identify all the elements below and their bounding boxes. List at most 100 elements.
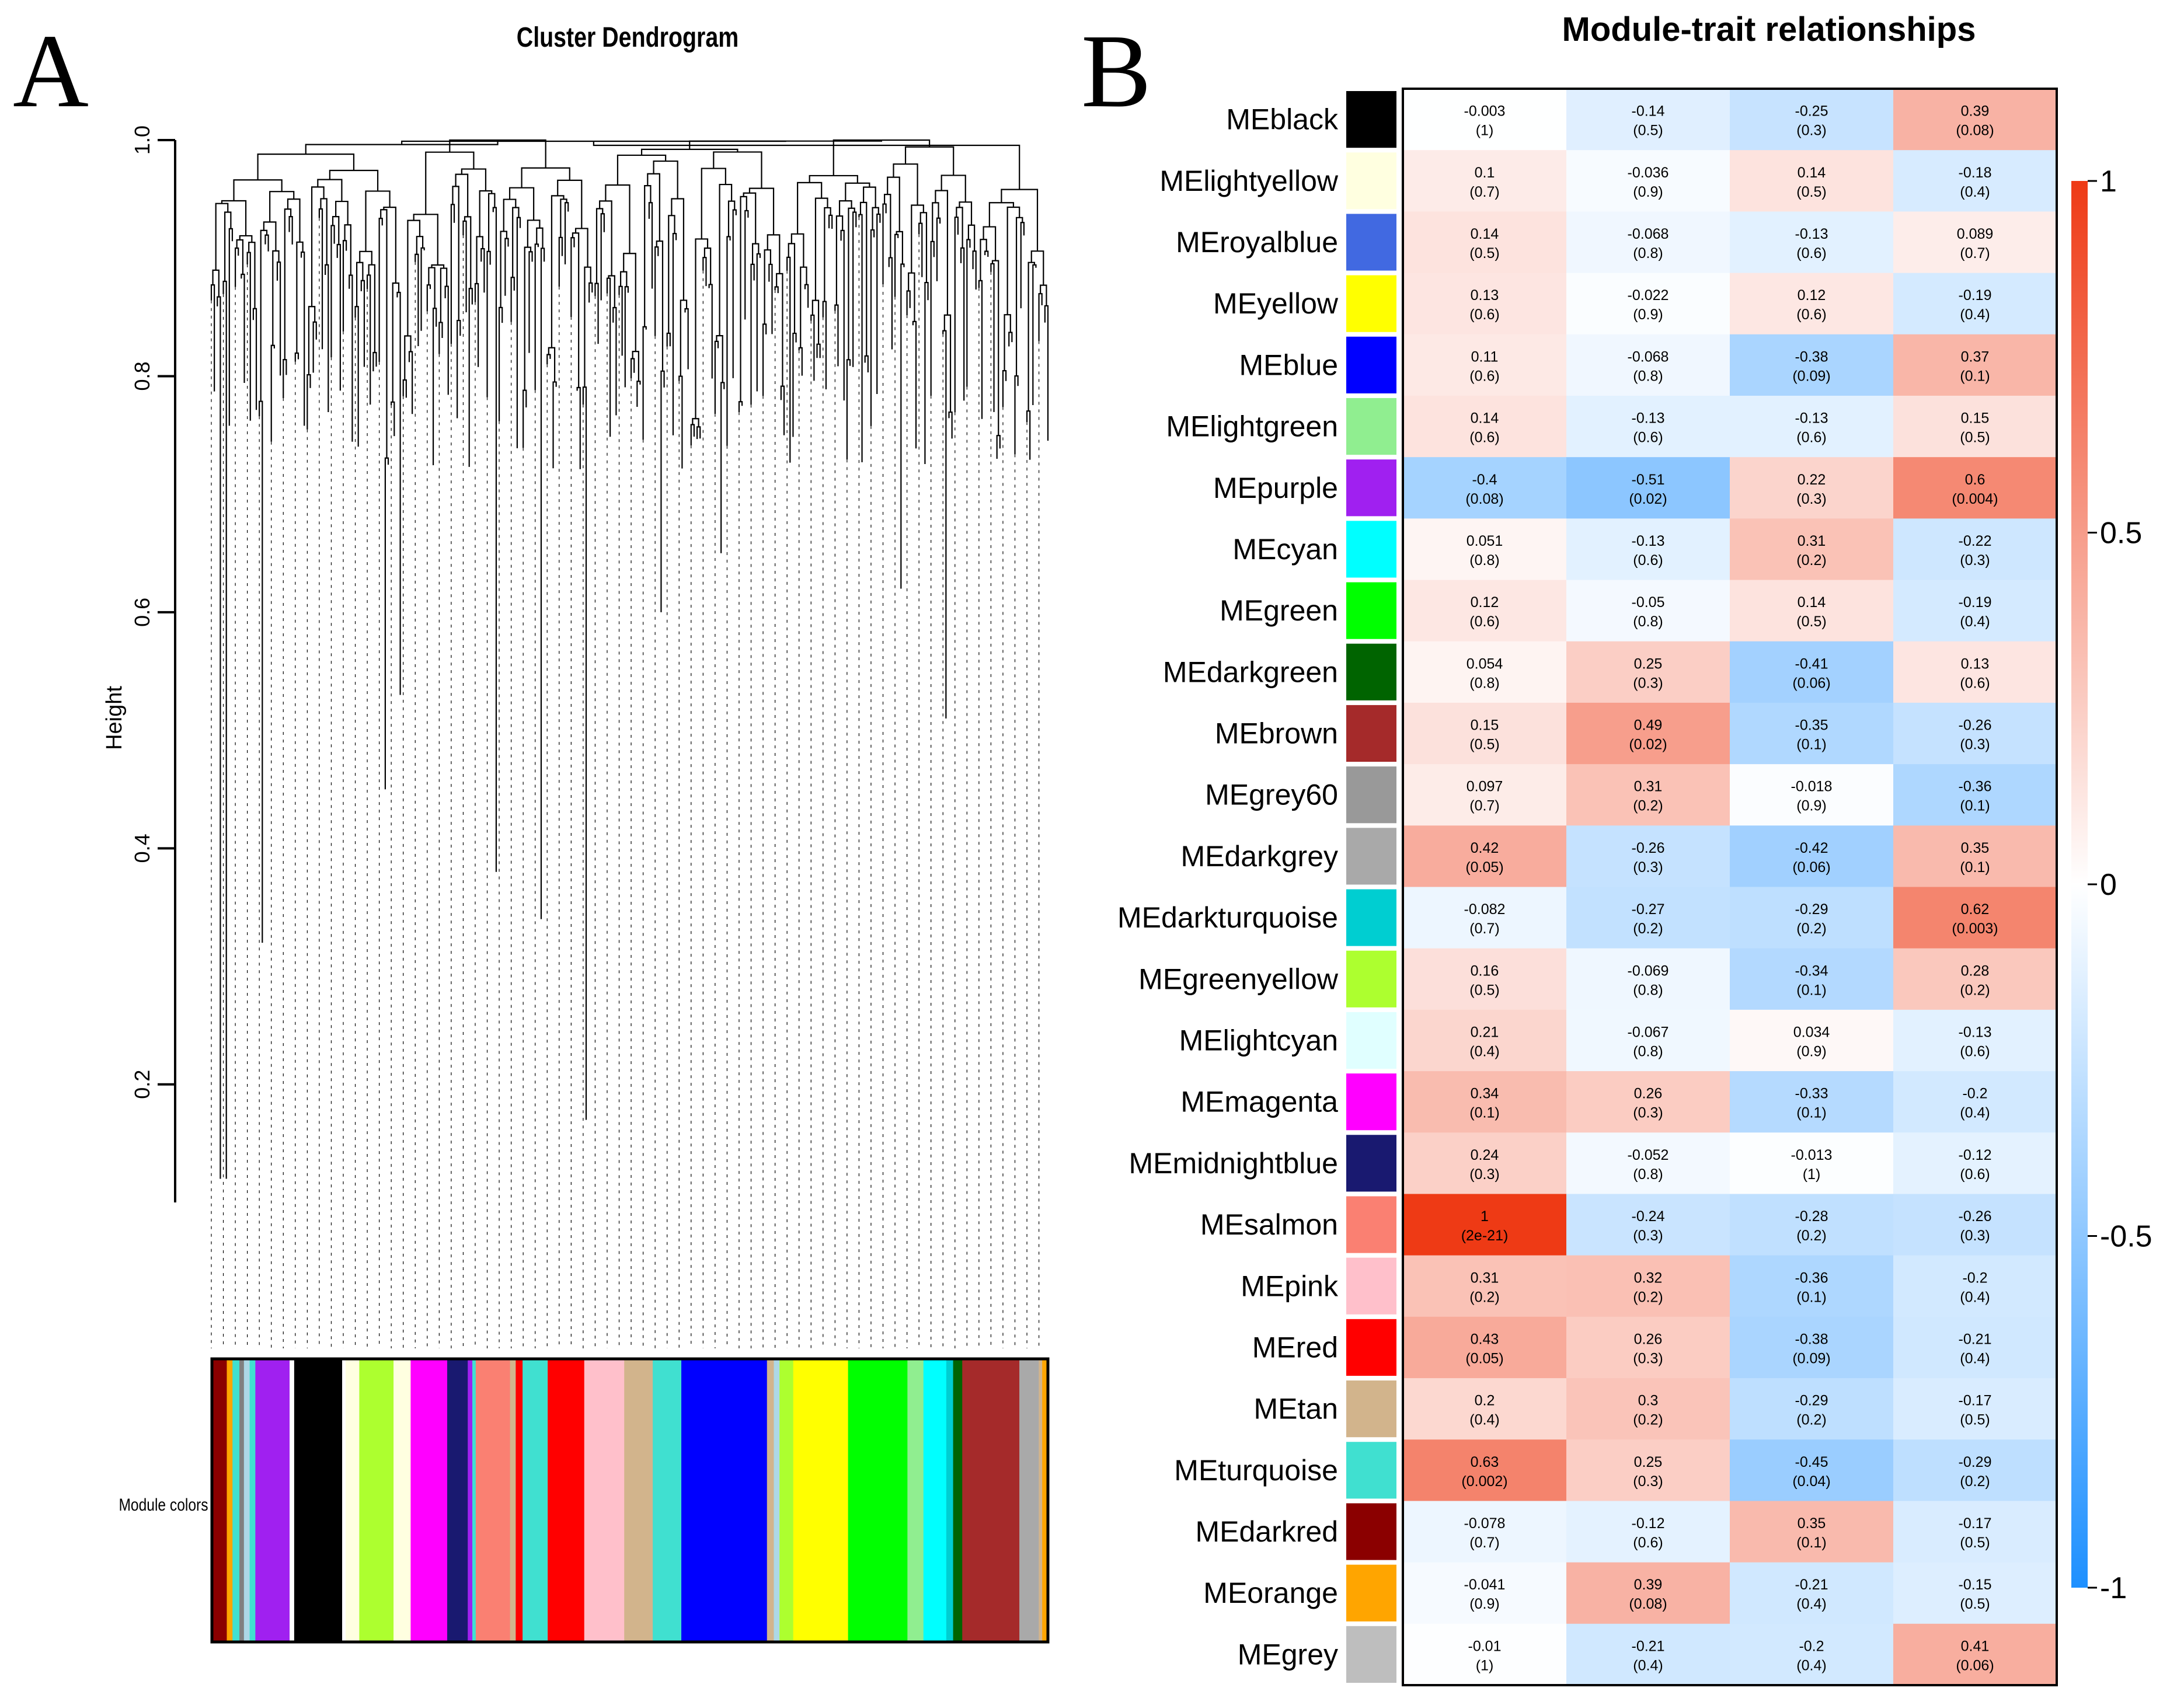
dendrogram-y-ticks: 0.2 0.4 0.6 0.8 1.0 — [130, 125, 175, 1099]
heatmap-cell — [1566, 273, 1730, 335]
panel-a-letter: A — [13, 13, 89, 129]
dendrogram-y-tick-label: 0.2 — [130, 1070, 154, 1099]
dendrogram-branch — [956, 207, 963, 248]
dendrogram-branch — [317, 179, 343, 202]
heatmap-cell-pvalue: (0.1) — [1796, 1289, 1826, 1305]
module-row-label: MElightyellow — [1159, 165, 1339, 197]
heatmap-row: MEpink 0.31 (0.2) 0.32 (0.2) -0.36 (0.1) -0.2 (0… — [1241, 1255, 2057, 1317]
dendrogram-branch — [588, 282, 593, 303]
heatmap-cell-pvalue: (0.6) — [1960, 675, 1990, 691]
dendrogram-branch — [941, 175, 966, 203]
dendrogram-branch — [906, 290, 911, 315]
dendrogram-branch — [215, 203, 229, 270]
heatmap-cell-pvalue: (0.8) — [1633, 1166, 1663, 1183]
module-color-swatch — [1346, 1442, 1396, 1499]
heatmap-cell — [1566, 1071, 1730, 1133]
dendrogram-branch — [457, 319, 461, 419]
dendrogram-branch — [248, 242, 256, 309]
module-color-band — [962, 1360, 1020, 1641]
heatmap-cell-correlation: 0.39 — [1961, 103, 1990, 120]
heatmap-cell-pvalue: (0.3) — [1796, 123, 1826, 139]
heatmap-cell-pvalue: (0.6) — [1469, 430, 1499, 446]
dendrogram-branch — [444, 285, 449, 395]
dendrogram-branch — [863, 186, 876, 208]
dendrogram-branch — [276, 261, 281, 376]
heatmap-cell-correlation: -0.068 — [1628, 226, 1669, 242]
dendrogram-branch — [640, 148, 739, 155]
module-color-band — [510, 1360, 516, 1641]
dendrogram-branch — [552, 381, 557, 469]
module-color-bar — [213, 1360, 1047, 1641]
module-color-swatch — [1346, 1257, 1396, 1315]
dendrogram-branch — [378, 218, 383, 362]
heatmap-cell-pvalue: (0.2) — [1633, 798, 1663, 814]
heatmap-cell-correlation: -0.13 — [1795, 410, 1828, 427]
heatmap-cell-pvalue: (0.6) — [1469, 368, 1499, 384]
heatmap-cell-pvalue: (0.05) — [1465, 859, 1503, 876]
heatmap-cell-correlation: 0.034 — [1793, 1024, 1830, 1040]
heatmap-cell-pvalue: (0.2) — [1796, 921, 1826, 937]
heatmap-cell-pvalue: (0.3) — [1633, 1228, 1663, 1244]
heatmap-cell-pvalue: (0.09) — [1792, 368, 1830, 384]
dendrogram-branch — [414, 253, 419, 346]
dendrogram-branch — [1014, 375, 1019, 455]
dendrogram-branch — [804, 284, 809, 308]
dendrogram-branch — [512, 207, 520, 278]
heatmap-cell-correlation: -0.068 — [1628, 348, 1669, 365]
dendrogram-branch — [510, 277, 515, 322]
heatmap-cell-pvalue: (0.1) — [1469, 1105, 1499, 1121]
heatmap-cell — [1566, 457, 1730, 519]
heatmap-cell-pvalue: (0.5) — [1469, 982, 1499, 998]
dendrogram-branch — [624, 286, 629, 388]
dendrogram-branch — [912, 320, 917, 449]
dendrogram-branch — [572, 232, 580, 388]
heatmap-row: MEbrown 0.15 (0.5) 0.49 (0.02) -0.35 (0.1) -0.2… — [1215, 702, 2057, 765]
dendrogram-branch — [503, 198, 517, 232]
heatmap-cell-correlation: 0.2 — [1475, 1393, 1495, 1409]
panel-a: A Cluster Dendrogram 0.2 0.4 0.6 0.8 1.0 Hei… — [13, 13, 1050, 1644]
module-color-band — [1019, 1360, 1039, 1641]
heatmap-row: MEdarkgrey 0.42 (0.05) -0.26 (0.3) -0.42 (0.06… — [1180, 825, 2057, 887]
module-color-swatch — [1346, 582, 1396, 639]
heatmap-row: MEmagenta 0.34 (0.1) 0.26 (0.3) -0.33 (0.1) -0.… — [1180, 1071, 2057, 1133]
heatmap-cell — [1893, 580, 2057, 642]
heatmap-cell — [1403, 334, 1567, 396]
dendrogram-branch — [486, 250, 491, 398]
dendrogram-branch — [896, 231, 903, 264]
module-color-band — [907, 1360, 924, 1641]
dendrogram-y-tick-label: 0.4 — [130, 834, 154, 863]
dendrogram-branch — [924, 281, 929, 465]
dendrogram-branch — [308, 306, 316, 375]
heatmap-cell — [1566, 764, 1730, 826]
heatmap-cell — [1566, 89, 1730, 151]
dendrogram-branch — [1030, 250, 1044, 285]
heatmap-cell-correlation: -0.18 — [1959, 165, 1992, 181]
heatmap-cell — [1730, 702, 1894, 765]
dendrogram-branch — [720, 382, 725, 553]
dendrogram-branch — [320, 198, 328, 265]
dendrogram-branch — [936, 217, 941, 281]
dendrogram-branch — [349, 274, 353, 442]
dendrogram-branch — [272, 250, 280, 346]
dendrogram-branch — [283, 358, 287, 398]
dendrogram-branch — [978, 280, 983, 419]
module-color-band — [239, 1360, 245, 1641]
dendrogram-branch — [224, 211, 232, 282]
heatmap-cell-pvalue: (0.06) — [1956, 1657, 1994, 1673]
heatmap-cell-correlation: -0.26 — [1632, 840, 1665, 856]
dendrogram-branch — [311, 186, 325, 307]
dendrogram-branch — [792, 332, 797, 437]
dendrogram-y-tick-label: 0.6 — [130, 598, 154, 627]
module-row-label: MEblack — [1226, 103, 1339, 136]
dendrogram-branch — [948, 411, 953, 439]
dendrogram-branch — [548, 347, 556, 382]
heatmap-cell-pvalue: (0.4) — [1469, 1412, 1499, 1428]
heatmap-cell — [1566, 1501, 1730, 1563]
dendrogram-branch — [492, 207, 497, 872]
heatmap-row: MEorange -0.041 (0.9) 0.39 (0.08) -0.21 (0.4) -… — [1203, 1562, 2057, 1624]
heatmap-cell — [1730, 1255, 1894, 1317]
heatmap-row: MEsalmon 1 (2e-21) -0.24 (0.3) -0.28 (0.2) -0.2… — [1200, 1194, 2057, 1256]
heatmap-cell-pvalue: (1) — [1476, 1657, 1494, 1673]
module-row-label: MEmidnightblue — [1128, 1147, 1338, 1180]
heatmap-cell-correlation: -0.29 — [1795, 1393, 1828, 1409]
